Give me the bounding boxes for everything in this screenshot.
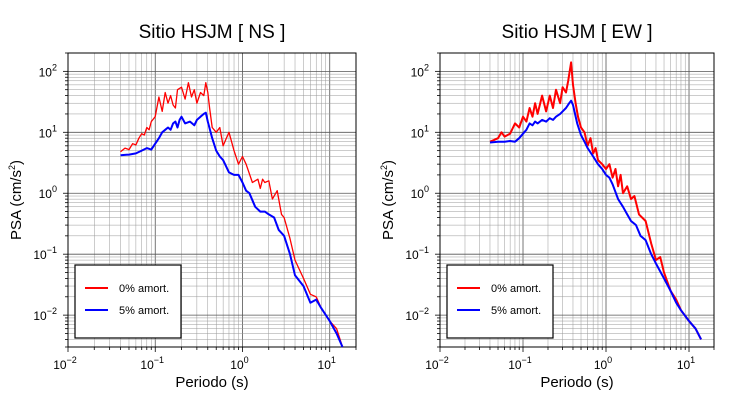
series-line-5-amort- [120, 111, 344, 348]
y-tick-label: 10−2 [33, 306, 57, 323]
y-tick-label: 102 [411, 62, 429, 79]
y-tick-label: 100 [411, 184, 429, 201]
x-tick-label: 101 [677, 355, 695, 372]
y-tick-label: 101 [39, 123, 57, 140]
x-tick-label: 10−1 [140, 355, 164, 372]
chart-title: Sitio HSJM [ EW ] [502, 22, 653, 43]
chart-panel-0: 10−2 10−1 100 101 10−2 10−1 100 101 102 Sitio HSJ… [7, 22, 357, 391]
x-tick-label: 100 [230, 355, 248, 372]
x-tick-label: 100 [594, 355, 612, 372]
legend: 0% amort. 5% amort. [446, 264, 554, 339]
y-tick-label: 101 [411, 123, 429, 140]
legend: 0% amort. 5% amort. [74, 264, 182, 339]
chart-title: Sitio HSJM [ NS ] [139, 22, 286, 43]
grid [439, 52, 715, 348]
chart-panel-1: 10−2 10−1 100 101 10−2 10−1 100 101 102 Sitio HSJ… [379, 22, 715, 391]
legend-box [74, 264, 182, 339]
plot-frame [439, 52, 715, 348]
x-tick-label: 10−2 [53, 355, 77, 372]
legend-label: 5% amort. [491, 305, 541, 317]
x-tick-label: 101 [318, 355, 336, 372]
y-tick-label: 10−2 [405, 306, 429, 323]
series-line-0-amort- [120, 82, 344, 348]
x-axis-label: Periodo (s) [175, 374, 248, 391]
legend-label: 0% amort. [119, 283, 169, 295]
y-axis-label: PSA (cm/s2) [7, 160, 25, 240]
y-tick-label: 102 [39, 62, 57, 79]
legend-label: 0% amort. [491, 283, 541, 295]
y-tick-label: 100 [39, 184, 57, 201]
series-line-0-amort- [489, 61, 702, 340]
y-tick-label: 10−1 [405, 245, 429, 262]
legend-box [446, 264, 554, 339]
legend-label: 5% amort. [119, 305, 169, 317]
x-tick-label: 10−1 [508, 355, 532, 372]
plot-frame [67, 52, 357, 348]
x-tick-label: 10−2 [425, 355, 449, 372]
y-axis-label: PSA (cm/s2) [379, 160, 397, 240]
x-axis-label: Periodo (s) [540, 374, 613, 391]
series-line-5-amort- [489, 99, 702, 340]
y-tick-label: 10−1 [33, 245, 57, 262]
